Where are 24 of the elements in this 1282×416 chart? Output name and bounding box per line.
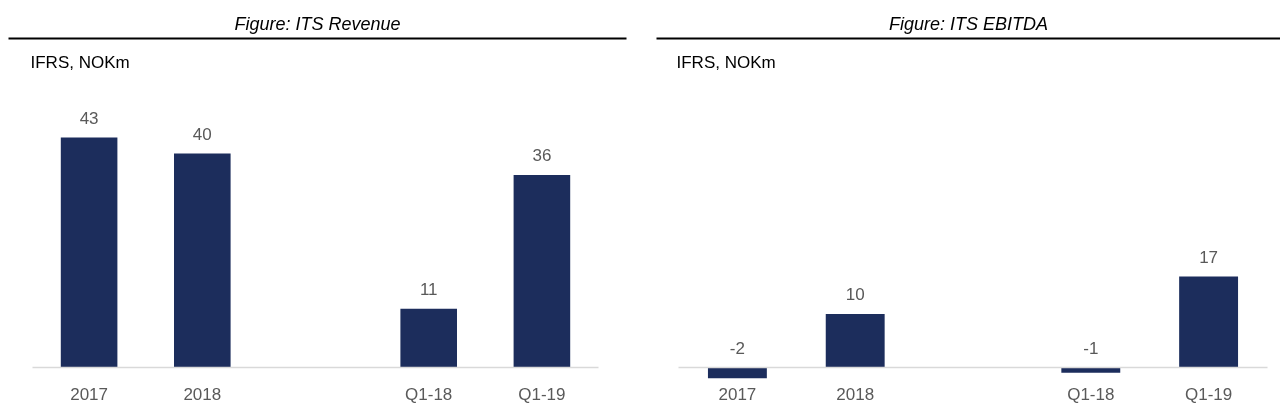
data-label: 43: [79, 108, 99, 128]
data-label: 40: [192, 124, 212, 144]
x-tick-label: 2018: [183, 384, 222, 404]
data-label: 17: [1199, 247, 1219, 267]
data-label: -2: [729, 338, 745, 358]
x-tick-label: 2018: [836, 384, 875, 404]
bar: [400, 308, 457, 368]
data-label: -1: [1083, 338, 1099, 358]
x-tick-label: 2017: [70, 384, 109, 404]
chart-subtitle: IFRS, NOKm: [676, 53, 776, 72]
bar: [60, 137, 118, 368]
x-tick-label: 2017: [718, 384, 757, 404]
x-tick-label: Q1-19: [518, 384, 566, 404]
x-tick-label: Q1-19: [1184, 384, 1233, 404]
chart-title: Figure: ITS Revenue: [234, 14, 401, 34]
bar: [174, 153, 231, 368]
chart-subtitle: IFRS, NOKm: [30, 53, 130, 72]
data-label: 11: [419, 279, 438, 299]
x-tick-label: Q1-18: [1067, 384, 1115, 404]
x-tick-label: Q1-18: [405, 384, 453, 404]
data-label: 10: [845, 285, 865, 305]
bar: [513, 174, 571, 368]
chart-title: Figure: ITS EBITDA: [888, 14, 1049, 34]
data-label: 36: [532, 145, 552, 165]
